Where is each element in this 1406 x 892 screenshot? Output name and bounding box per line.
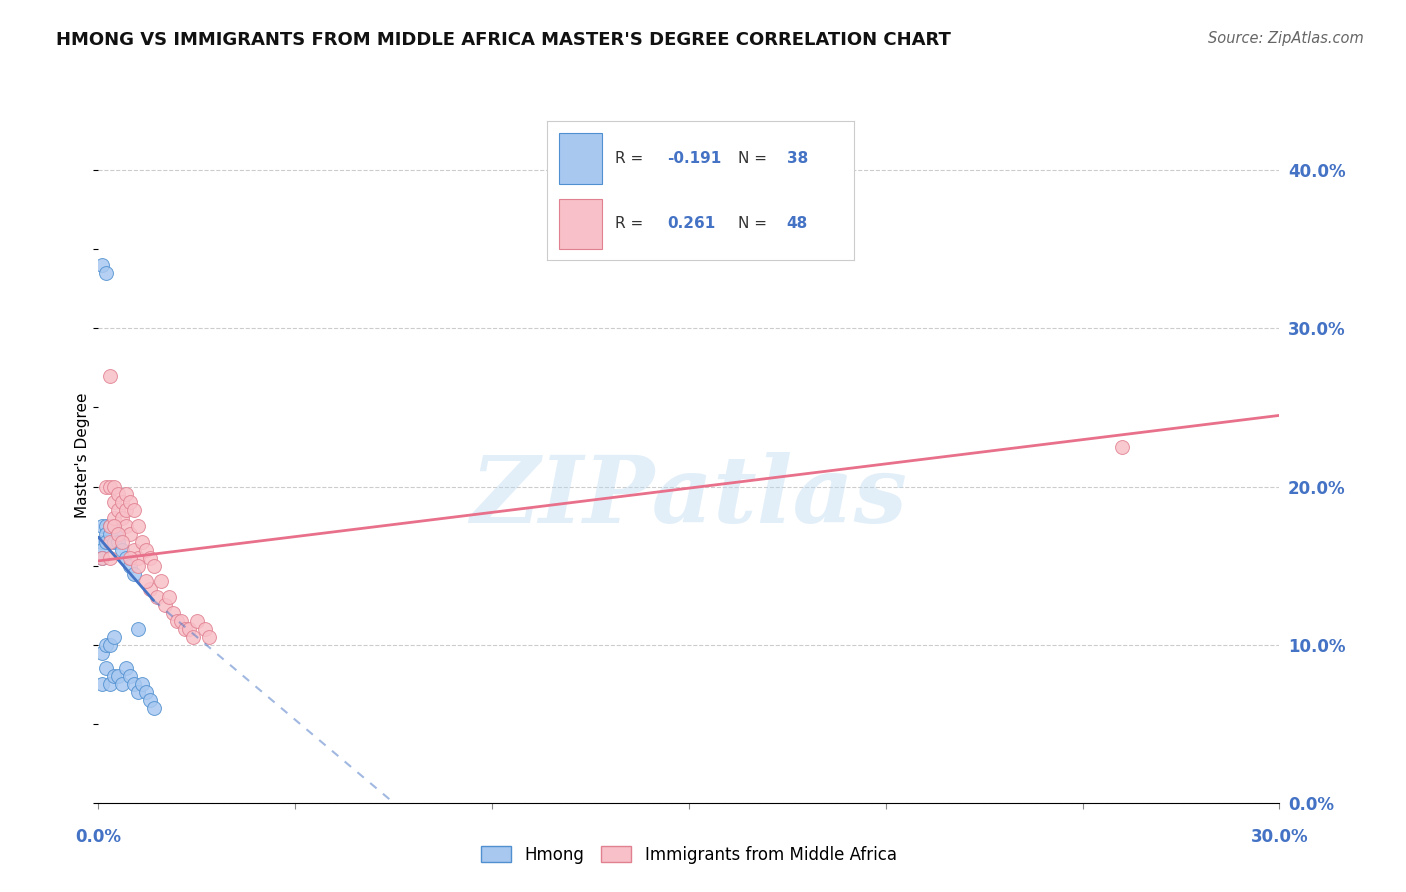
- Point: [103, 669, 125, 683]
- Point: [96, 479, 118, 493]
- Point: [135, 574, 157, 589]
- Point: [155, 598, 177, 612]
- Point: [103, 519, 125, 533]
- Point: [91, 534, 114, 549]
- Text: ZIPatlas: ZIPatlas: [471, 451, 907, 541]
- Point: [96, 266, 118, 280]
- Text: 30.0%: 30.0%: [1251, 828, 1308, 846]
- Point: [135, 542, 157, 557]
- Point: [107, 527, 129, 541]
- Point: [127, 622, 149, 636]
- Point: [197, 630, 219, 644]
- Point: [91, 550, 114, 565]
- Point: [157, 591, 180, 605]
- Point: [98, 677, 121, 691]
- Point: [122, 542, 145, 557]
- Point: [115, 503, 138, 517]
- Point: [98, 519, 121, 533]
- Point: [96, 527, 118, 541]
- Point: [91, 677, 114, 691]
- Point: [150, 574, 173, 589]
- Point: [103, 511, 125, 525]
- Point: [98, 368, 121, 383]
- Point: [103, 630, 125, 644]
- Point: [118, 669, 141, 683]
- Point: [181, 630, 204, 644]
- Point: [122, 503, 145, 517]
- Point: [103, 519, 125, 533]
- Point: [142, 558, 165, 573]
- Legend: Hmong, Immigrants from Middle Africa: Hmong, Immigrants from Middle Africa: [475, 839, 903, 871]
- Point: [111, 542, 134, 557]
- Point: [122, 677, 145, 691]
- Point: [1111, 440, 1133, 454]
- Point: [118, 527, 141, 541]
- Point: [98, 519, 121, 533]
- Point: [138, 693, 160, 707]
- Point: [146, 591, 169, 605]
- Point: [127, 685, 149, 699]
- Point: [138, 550, 160, 565]
- Point: [127, 558, 149, 573]
- Point: [127, 550, 149, 565]
- Point: [91, 542, 114, 557]
- Point: [111, 495, 134, 509]
- Point: [98, 527, 121, 541]
- Point: [91, 646, 114, 660]
- Text: 0.0%: 0.0%: [76, 828, 121, 846]
- Point: [91, 550, 114, 565]
- Y-axis label: Master's Degree: Master's Degree: [75, 392, 90, 517]
- Point: [166, 614, 188, 628]
- Point: [115, 661, 138, 675]
- Point: [96, 661, 118, 675]
- Point: [96, 638, 118, 652]
- Point: [142, 701, 165, 715]
- Point: [118, 550, 141, 565]
- Point: [131, 534, 153, 549]
- Point: [98, 550, 121, 565]
- Point: [115, 519, 138, 533]
- Text: Source: ZipAtlas.com: Source: ZipAtlas.com: [1208, 31, 1364, 46]
- Point: [107, 534, 129, 549]
- Point: [107, 487, 129, 501]
- Point: [115, 487, 138, 501]
- Point: [107, 669, 129, 683]
- Point: [170, 614, 193, 628]
- Point: [111, 677, 134, 691]
- Point: [98, 479, 121, 493]
- Point: [131, 677, 153, 691]
- Point: [103, 495, 125, 509]
- Point: [194, 622, 217, 636]
- Point: [98, 638, 121, 652]
- Point: [107, 503, 129, 517]
- Point: [107, 527, 129, 541]
- Point: [186, 614, 208, 628]
- Point: [138, 582, 160, 597]
- Point: [122, 566, 145, 581]
- Point: [98, 534, 121, 549]
- Text: HMONG VS IMMIGRANTS FROM MIDDLE AFRICA MASTER'S DEGREE CORRELATION CHART: HMONG VS IMMIGRANTS FROM MIDDLE AFRICA M…: [56, 31, 950, 49]
- Point: [162, 606, 184, 620]
- Point: [96, 519, 118, 533]
- Point: [177, 622, 200, 636]
- Point: [118, 558, 141, 573]
- Point: [111, 511, 134, 525]
- Point: [127, 519, 149, 533]
- Point: [111, 534, 134, 549]
- Point: [174, 622, 197, 636]
- Point: [91, 519, 114, 533]
- Point: [118, 495, 141, 509]
- Point: [115, 550, 138, 565]
- Point: [135, 685, 157, 699]
- Point: [103, 479, 125, 493]
- Point: [103, 534, 125, 549]
- Point: [91, 258, 114, 272]
- Point: [96, 534, 118, 549]
